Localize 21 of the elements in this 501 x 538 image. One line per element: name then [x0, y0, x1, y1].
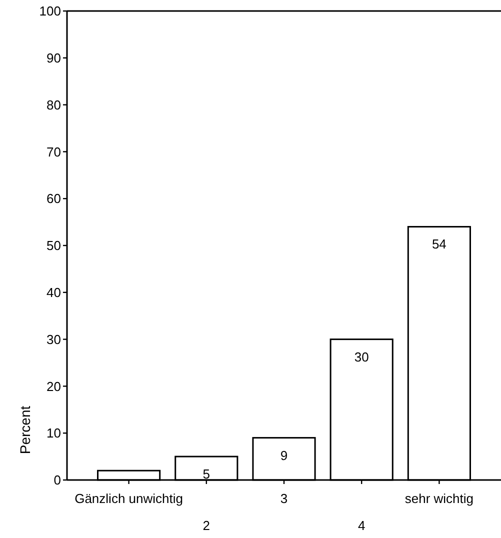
- data-label: 5: [202, 466, 210, 482]
- y-tick-label: 10: [46, 426, 61, 441]
- x-tick-label: Gänzlich unwichtig: [74, 491, 183, 506]
- x-tick-label: 3: [280, 491, 288, 506]
- data-label: 54: [432, 236, 446, 252]
- y-tick-label: 40: [46, 284, 61, 300]
- data-label: 9: [280, 448, 288, 463]
- y-tick-label: 100: [39, 4, 61, 19]
- y-tick-label: 20: [46, 378, 61, 394]
- y-tick-label: 90: [46, 50, 61, 66]
- x-tick-label: 4: [358, 518, 366, 533]
- y-tick-label: 0: [54, 472, 61, 488]
- y-tick-label: 80: [46, 97, 61, 112]
- y-tick-label: 70: [46, 144, 61, 160]
- y-tick-label: 30: [46, 332, 61, 347]
- x-tick-label: sehr wichtig: [404, 491, 474, 506]
- y-tick-label: 60: [46, 191, 61, 206]
- data-label: 30: [354, 349, 369, 364]
- x-tick-label: 2: [202, 518, 210, 533]
- y-axis-title: Percent: [17, 406, 33, 454]
- y-tick-label: 50: [46, 238, 61, 254]
